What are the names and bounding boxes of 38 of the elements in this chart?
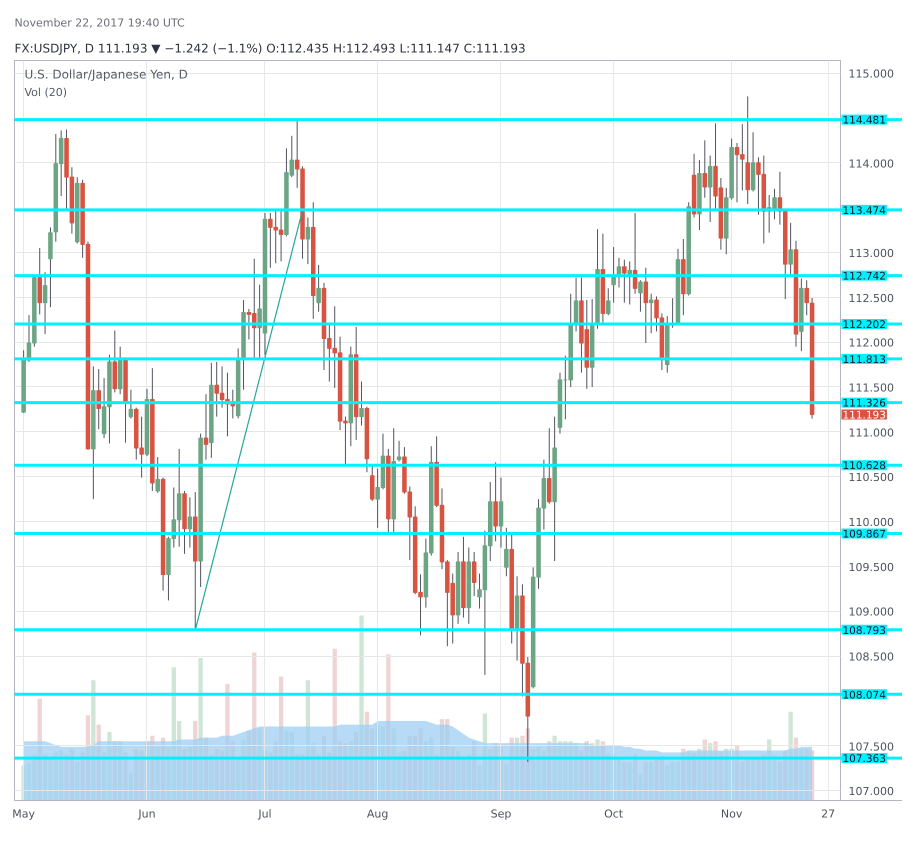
ref-line-label: 111.326 <box>842 398 886 410</box>
y-tick-label: 107.000 <box>848 785 894 798</box>
y-tick-label: 109.000 <box>848 606 894 619</box>
text: November 22, 2017 19:40 UTC <box>14 16 186 30</box>
ref-line-label: 114.481 <box>842 114 886 127</box>
x-tick-label: 27 <box>821 808 836 820</box>
ref-line-label: 108.793 <box>842 624 886 637</box>
y-tick-label: 111.000 <box>848 426 894 440</box>
y-tick-label: 110.000 <box>848 516 894 530</box>
ref-line-label: 112.202 <box>842 319 886 332</box>
chart-title: Vol (20) <box>24 86 68 99</box>
y-tick-label: 107.500 <box>848 740 894 754</box>
y-tick-label: 112.500 <box>848 292 894 305</box>
ref-line-label: 113.474 <box>842 204 886 217</box>
x-tick-label: Jun <box>137 808 156 820</box>
x-tick-label: Jul <box>257 808 272 820</box>
x-tick-label: Sep <box>490 808 512 820</box>
x-tick-label: Aug <box>366 808 388 820</box>
ref-line-label: 110.628 <box>842 460 886 472</box>
ref-line-label: 107.363 <box>842 753 886 766</box>
x-tick-label: Oct <box>604 808 624 820</box>
y-tick-label: 108.500 <box>848 650 894 664</box>
ref-line-label: 109.867 <box>842 528 886 540</box>
x-tick-label: Nov <box>720 808 743 820</box>
text: U.S. Dollar/Japanese Yen, D <box>24 68 188 82</box>
text: 111.193 <box>842 410 886 422</box>
y-tick-label: 110.500 <box>848 471 894 484</box>
y-tick-label: 114.000 <box>848 157 894 170</box>
y-tick-label: 115.000 <box>848 68 894 81</box>
ref-line-label: 108.074 <box>842 689 886 702</box>
ref-line-label: 111.813 <box>842 354 886 366</box>
chart-subtitle: FX:USDJPY, D 111.193 ▼ −1.242 (−1.1%) O:112.435 H:112.493 L:111.147 C:111.193 <box>14 42 526 56</box>
y-tick-label: 113.000 <box>848 246 894 260</box>
y-tick-label: 111.500 <box>848 381 894 394</box>
y-tick-label: 112.000 <box>848 336 894 350</box>
ref-line-label: 112.742 <box>842 270 886 283</box>
x-tick-label: May <box>12 808 36 820</box>
y-tick-label: 109.500 <box>848 560 894 574</box>
